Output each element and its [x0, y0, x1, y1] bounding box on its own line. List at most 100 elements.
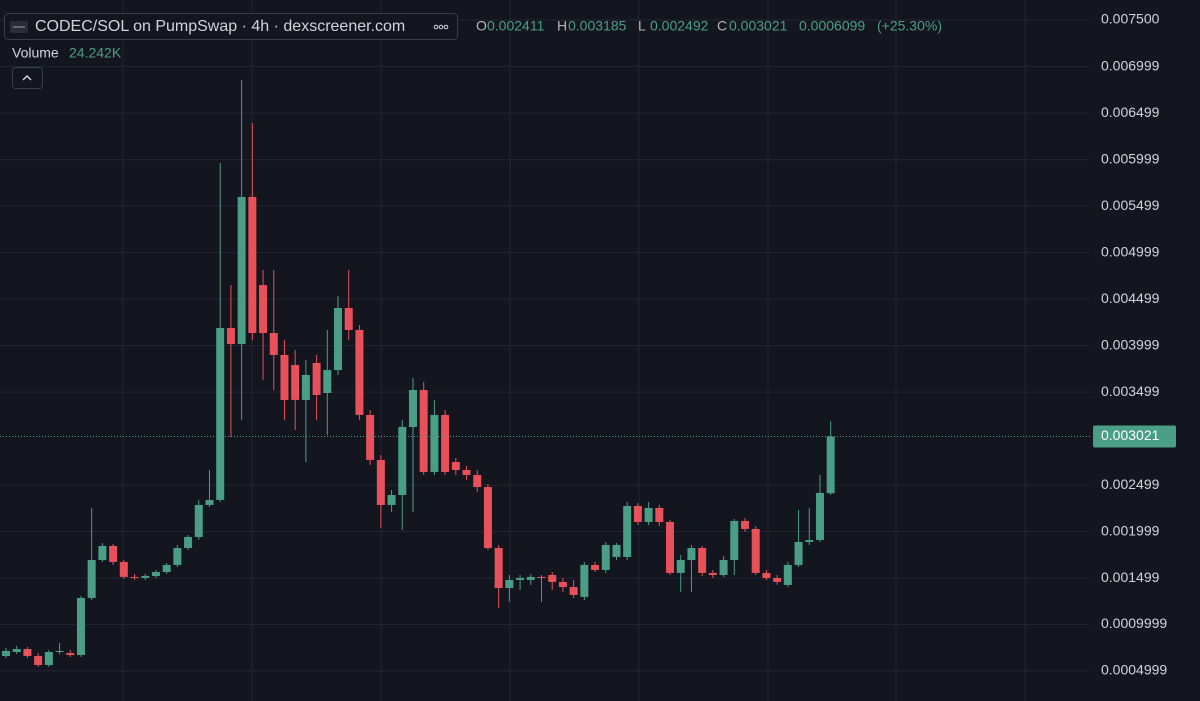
ohlc-value: 0.003185 — [568, 18, 627, 34]
y-tick-label: 0.005499 — [1101, 197, 1160, 213]
candle-body — [708, 572, 717, 575]
candle-body — [301, 374, 310, 400]
candle-body — [2, 650, 10, 656]
candle-body — [55, 650, 64, 652]
candle-body — [387, 495, 396, 505]
candle-body — [815, 492, 824, 541]
candle-body — [216, 327, 225, 500]
candle-body — [473, 475, 482, 488]
ohlc-label: O — [476, 18, 487, 34]
candle-body — [773, 577, 782, 582]
candle-body — [398, 426, 407, 496]
ohlc-value: 0.002492 — [650, 18, 709, 34]
candle-body — [76, 597, 85, 655]
candle-body — [569, 586, 578, 595]
candle-body — [280, 354, 289, 400]
ohlc-value: 0.003021 — [729, 18, 788, 34]
time-grid — [122, 0, 1026, 701]
candle-body — [441, 414, 450, 472]
candle-body — [794, 541, 803, 565]
ohlc-label: L — [638, 18, 646, 34]
candle-body — [430, 414, 439, 472]
plot-area — [0, 19, 1090, 672]
y-tick-label: 0.002499 — [1101, 476, 1160, 492]
candle-body — [355, 329, 364, 415]
candle-body — [537, 576, 546, 578]
candle-body — [173, 548, 182, 565]
change-value: 0.0006099 — [799, 18, 865, 34]
menu-dot[interactable] — [433, 24, 439, 30]
candle-body — [633, 505, 642, 522]
candle-body — [494, 548, 503, 589]
collapse-button[interactable] — [12, 67, 43, 89]
candle-body — [119, 561, 128, 577]
candle-body — [184, 536, 193, 549]
y-tick-label: 0.006999 — [1101, 57, 1160, 73]
candle-body — [783, 564, 792, 585]
candle-body — [194, 504, 203, 537]
candle-body — [237, 196, 246, 344]
candle-body — [419, 390, 428, 472]
ohlc-label: H — [557, 18, 567, 34]
candle-body — [526, 576, 535, 581]
candle-body — [548, 574, 557, 582]
menu-dot[interactable] — [443, 24, 449, 30]
candle-body — [751, 528, 760, 573]
y-tick-label: 0.006499 — [1101, 104, 1160, 120]
candle-body — [601, 544, 610, 570]
menu-dot[interactable] — [438, 24, 444, 30]
candle-body — [269, 333, 278, 355]
candle-body — [34, 655, 43, 666]
candle-body — [205, 499, 214, 505]
chart-title: CODEC/SOL on PumpSwap · 4h · dexscreener… — [35, 18, 405, 35]
ohlc-value: 0.002411 — [487, 18, 545, 34]
candle-body — [698, 548, 707, 573]
candle-body — [312, 362, 321, 395]
y-tick-label: 0.003499 — [1101, 383, 1160, 399]
volume-label: Volume — [12, 45, 59, 61]
candle-body — [591, 564, 600, 570]
candle-body — [376, 459, 385, 505]
y-tick-label: 0.001999 — [1101, 522, 1160, 538]
candle-body — [623, 505, 632, 557]
candle-body — [676, 560, 685, 573]
candle-body — [130, 576, 139, 578]
candle-body — [12, 649, 21, 652]
candle-body — [580, 564, 589, 597]
candle-body — [666, 521, 675, 573]
candle-body — [323, 370, 332, 393]
candle-body — [505, 580, 514, 589]
candle-body — [109, 545, 118, 562]
candle-body — [259, 285, 268, 334]
y-tick-label: 0.007500 — [1101, 11, 1160, 27]
change-percent: (+25.30%) — [877, 18, 942, 34]
candle-body — [762, 572, 771, 578]
collapse-icon — [22, 74, 32, 81]
title-box — [4, 13, 458, 40]
y-tick-label: 0.0004999 — [1101, 662, 1167, 678]
candle-body — [719, 560, 728, 575]
y-tick-label: 0.0009999 — [1101, 615, 1167, 631]
candle-body — [344, 308, 353, 330]
y-tick-label: 0.005999 — [1101, 150, 1160, 166]
candle-body — [141, 576, 150, 578]
candle-body — [44, 651, 53, 666]
candle-body — [451, 462, 460, 470]
candle-body — [483, 487, 492, 549]
ohlc-label: C — [717, 18, 727, 34]
candle-body — [334, 308, 343, 371]
header: CODEC/SOL on PumpSwap · 4h · dexscreener… — [4, 13, 942, 89]
candle-body — [655, 507, 664, 522]
candle-body — [612, 544, 621, 557]
candle-body — [162, 564, 171, 573]
candle-body — [23, 649, 32, 656]
candle-body — [66, 653, 75, 655]
candle-body — [687, 548, 696, 561]
candle-body — [644, 507, 653, 522]
candle-body — [826, 436, 835, 494]
candle-body — [462, 469, 471, 476]
candle-body — [516, 577, 525, 581]
candle-body — [226, 327, 235, 344]
